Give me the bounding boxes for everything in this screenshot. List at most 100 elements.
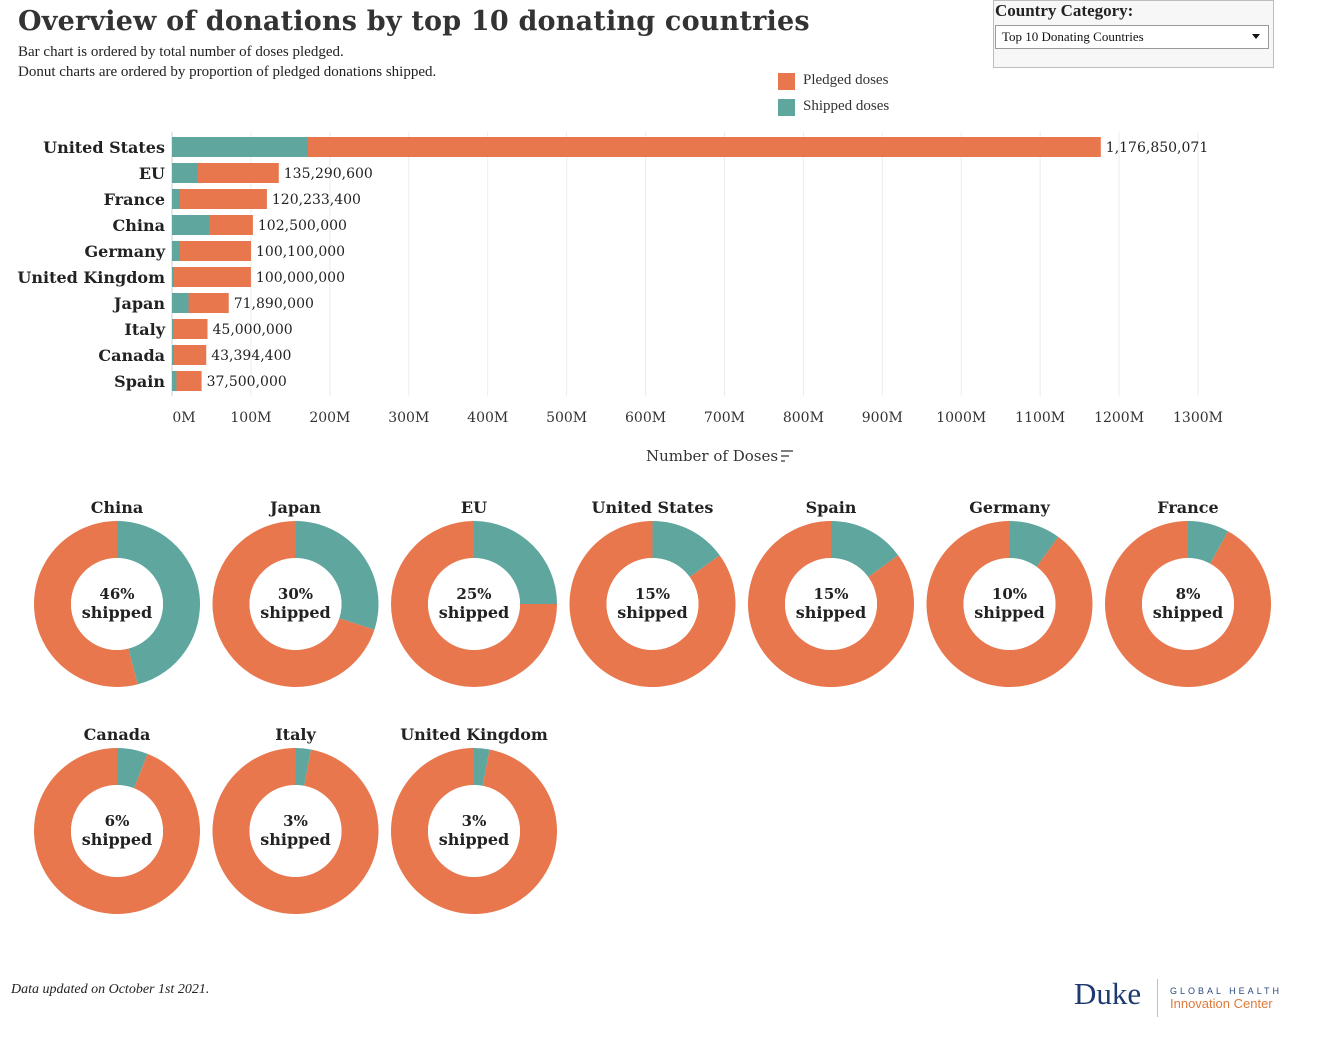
bar-pledged[interactable] (172, 189, 267, 209)
bar-pledged[interactable] (172, 267, 251, 287)
legend-swatch-shipped (778, 99, 795, 116)
country-category-filter: Country Category: Top 10 Donating Countr… (993, 0, 1274, 68)
donut-chart-item[interactable]: Germany 10%shipped (926, 498, 1093, 687)
bar-pledged[interactable] (172, 319, 208, 339)
bar-data-label: 100,100,000 (256, 244, 345, 260)
bar-category-label: Spain (114, 372, 165, 391)
bar-shipped[interactable] (172, 319, 174, 339)
bar-data-label: 71,890,000 (234, 296, 314, 312)
donut-hole (249, 558, 342, 650)
donut-hole (606, 558, 699, 650)
donut-slice-pledged[interactable] (33, 748, 200, 914)
bar-shipped[interactable] (172, 215, 210, 235)
x-tick-label: 1200M (1094, 410, 1144, 426)
donut-title: Spain (806, 498, 857, 517)
donut-slice-pledged[interactable] (390, 748, 557, 914)
donut-hole (428, 785, 520, 877)
donut-slice-shipped[interactable] (295, 748, 312, 786)
bar-category-label: Canada (98, 346, 165, 365)
donut-percent-label: 3% (462, 812, 487, 830)
bar-shipped[interactable] (172, 137, 308, 157)
donut-slice-shipped[interactable] (1188, 521, 1228, 564)
donut-chart-item[interactable]: Italy 3%shipped (212, 725, 379, 914)
donut-slice-shipped[interactable] (295, 521, 379, 630)
donut-shipped-label: shipped (796, 603, 866, 622)
x-tick-label: 500M (546, 410, 587, 426)
bar-pledged[interactable] (172, 137, 1101, 157)
donut-hole (249, 785, 342, 877)
x-tick-label: 800M (783, 410, 824, 426)
donut-chart-item[interactable]: Spain 15%shipped (747, 498, 914, 687)
donut-shipped-label: shipped (439, 830, 509, 849)
bar-shipped[interactable] (172, 371, 177, 391)
donut-slice-pledged[interactable] (926, 521, 1093, 687)
bar-shipped[interactable] (172, 293, 189, 313)
bar-data-label: 135,290,600 (284, 166, 373, 182)
x-tick-label: 300M (388, 410, 429, 426)
donut-slice-pledged[interactable] (33, 521, 138, 687)
bar-shipped[interactable] (172, 241, 180, 261)
duke-logo: Duke GLOBAL HEALTH Innovation Center (1074, 976, 1294, 1020)
donut-slice-shipped[interactable] (652, 521, 720, 577)
donut-chart-item[interactable]: Japan 30%shipped (212, 498, 379, 687)
donut-shipped-label: shipped (1153, 603, 1223, 622)
sort-icon[interactable] (781, 450, 793, 462)
donut-chart-item[interactable]: China 46%shipped (33, 498, 200, 687)
donut-title: France (1157, 498, 1218, 517)
donut-slice-shipped[interactable] (474, 521, 557, 604)
donut-slice-shipped[interactable] (1009, 521, 1059, 567)
donut-slice-shipped[interactable] (831, 521, 899, 577)
bar-shipped[interactable] (172, 345, 175, 365)
country-category-select[interactable]: Top 10 Donating Countries (995, 25, 1269, 49)
filter-label: Country Category: (995, 1, 1134, 20)
chevron-down-icon (1252, 34, 1260, 39)
data-updated-note: Data updated on October 1st 2021. (11, 982, 210, 997)
bar-shipped[interactable] (172, 267, 175, 287)
bar-pledged[interactable] (172, 371, 202, 391)
donut-shipped-label: shipped (617, 603, 687, 622)
bar-pledged[interactable] (172, 241, 252, 261)
donut-percent-label: 15% (813, 585, 848, 603)
donut-slice-pledged[interactable] (1105, 521, 1271, 687)
donut-shipped-label: shipped (260, 830, 330, 849)
donut-slice-shipped[interactable] (117, 521, 200, 685)
donut-chart-item[interactable]: EU 25%shipped (390, 498, 557, 687)
donut-chart-item[interactable]: Canada 6%shipped (33, 725, 200, 914)
bar-pledged[interactable] (172, 163, 279, 183)
donut-percent-label: 15% (635, 585, 670, 603)
subtitle-bar-order: Bar chart is ordered by total number of … (18, 44, 344, 60)
donut-title: Germany (969, 498, 1050, 517)
donut-percent-label: 46% (99, 585, 134, 603)
donut-slice-pledged[interactable] (390, 521, 557, 687)
donut-chart-item[interactable]: United States 15%shipped (569, 498, 736, 687)
bar-data-label: 43,394,400 (211, 348, 291, 364)
donut-shipped-label: shipped (82, 603, 152, 622)
subtitle-donut-order: Donut charts are ordered by proportion o… (18, 64, 437, 80)
donut-slice-pledged[interactable] (569, 521, 736, 687)
bar-category-label: Japan (112, 294, 165, 313)
x-tick-label: 1300M (1173, 410, 1223, 426)
donut-slice-pledged[interactable] (212, 748, 379, 914)
donut-hole (71, 785, 163, 877)
donut-chart-item[interactable]: United Kingdom 3%shipped (390, 725, 557, 914)
bar-chart: United States 1,176,850,071 EU 135,290,600 F… (17, 132, 1223, 465)
bar-category-label: Germany (85, 242, 166, 261)
bar-pledged[interactable] (172, 345, 207, 365)
bar-shipped[interactable] (172, 163, 199, 183)
bar-data-label: 1,176,850,071 (1106, 140, 1208, 156)
donut-percent-label: 25% (456, 585, 491, 603)
legend-label-pledged: Pledged doses (803, 72, 889, 88)
donut-percent-label: 8% (1176, 585, 1201, 603)
page-title: Overview of donations by top 10 donating… (18, 6, 810, 37)
donut-hole (71, 558, 163, 650)
donut-hole (1142, 558, 1234, 650)
bar-data-label: 45,000,000 (213, 322, 293, 338)
donut-chart-item[interactable]: France 8%shipped (1105, 498, 1271, 687)
donut-slice-pledged[interactable] (747, 521, 914, 687)
donut-slice-shipped[interactable] (474, 748, 490, 786)
donut-title: Italy (275, 725, 316, 744)
donut-slice-shipped[interactable] (117, 748, 148, 789)
donut-slice-pledged[interactable] (212, 521, 375, 687)
legend-label-shipped: Shipped doses (803, 98, 890, 114)
bar-shipped[interactable] (172, 189, 180, 209)
